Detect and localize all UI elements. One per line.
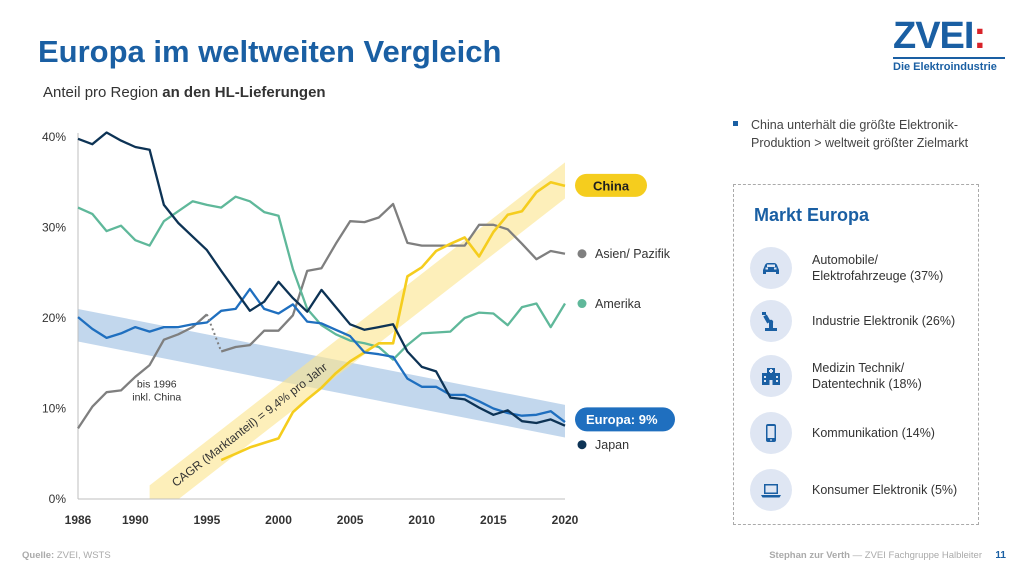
series-line-asien-pazifik [77,313,208,430]
y-tick-label: 40% [42,130,66,144]
label-europa-pill [575,407,675,432]
subtitle-prefix: Anteil pro Region [43,84,159,101]
market-europe-box: Markt Europa Automobile/ Elektrofahrzeug… [733,184,979,525]
market-title: Markt Europa [754,205,870,225]
segment-label: Medizin Technik/ Datentechnik (18%) [812,361,922,391]
annotation-note-line2: inkl. China [132,392,181,404]
annotation-cagr: CAGR (Marktanteil) = 9,4% pro Jahr [169,360,330,490]
logo-divider [893,57,1005,59]
x-tick-label: 2015 [480,513,507,527]
asia-connector-dotted [205,314,223,352]
annotation-note-line1: bis 1996 [137,379,177,391]
y-tick-label: 30% [42,221,66,235]
car-icon [750,247,792,289]
x-tick-label: 2000 [265,513,292,527]
label-europa: Europa: 9% [586,412,658,427]
x-tick-label: 2020 [552,513,579,527]
laptop-icon [750,469,792,511]
segment-label: Konsumer Elektronik (5%) [812,483,958,497]
page-subtitle: Anteil pro Region an den HL-Lieferungen [43,84,326,101]
page-number: 11 [995,550,1006,561]
segment-automotive: Automobile/ Elektrofahrzeuge (37%) [750,247,975,291]
label-japan-marker [577,440,587,450]
segment-industry: Industrie Elektronik (26%) [750,300,975,344]
label-amerika: Amerika [595,297,641,311]
source-text: ZVEI, WSTS [56,550,111,561]
logo-wordmark: ZVEI: [893,16,1008,56]
logo-tagline: Die Elektroindustrie [893,61,997,73]
footer-author: Stephan zur Verth — ZVEI Fachgruppe Halb… [769,550,982,561]
china-bullet: China unterhält die größte Elektronik-Pr… [733,116,993,152]
market-share-chart: 0% 10% 20% 30% 40% 1986 1990 1995 2000 2005 2010 20… [42,130,675,527]
hospital-icon [750,355,792,397]
author-name: Stephan zur Verth [769,550,850,561]
label-china: China [593,178,630,193]
segment-consumer: Konsumer Elektronik (5%) [750,469,975,513]
page-title: Europa im weltweiten Vergleich [38,34,502,69]
y-tick-label: 20% [42,311,66,325]
series-line-japan [77,131,566,427]
smartphone-icon [750,412,792,454]
subtitle-bold: an den HL-Lieferungen [162,84,326,101]
label-asien-pazifik-marker [577,249,587,259]
label-amerika-marker [577,299,587,309]
label-asien-pazifik: Asien/ Pazifik [595,247,671,261]
label-china-pill [575,173,647,197]
segment-medical: Medizin Technik/ Datentechnik (18%) [750,355,975,399]
series-line-china [220,181,566,462]
y-tick-label: 10% [42,402,66,416]
x-tick-label: 2005 [337,513,364,527]
zvei-logo: ZVEI: Die Elektroindustrie [893,16,1008,76]
segment-label: Industrie Elektronik (26%) [812,314,956,328]
logo-colon: : [973,15,986,57]
series-line-asien-pazifik-ohne-china- [220,202,566,353]
footer-source: Quelle: ZVEI, WSTS [22,550,111,561]
logo-name: ZVEI [893,15,974,57]
y-tick-label: 0% [49,492,67,506]
x-tick-label: 2010 [408,513,435,527]
source-label: Quelle: [22,550,55,561]
label-japan: Japan [595,438,629,452]
segment-communication: Kommunikation (14%) [750,412,975,456]
segment-label: Automobile/ Elektrofahrzeuge (37%) [812,253,944,283]
bullet-marker [733,121,738,126]
x-tick-label: 1990 [122,513,149,527]
series-line-amerika [77,195,566,361]
bullet-text: China unterhält die größte Elektronik-Pr… [751,118,969,150]
segment-label: Kommunikation (14%) [812,426,935,440]
x-tick-label: 1995 [194,513,221,527]
x-tick-label: 1986 [65,513,92,527]
author-org: — ZVEI Fachgruppe Halbleiter [852,550,982,561]
robot-arm-icon [750,300,792,342]
series-line-europa [77,287,566,424]
